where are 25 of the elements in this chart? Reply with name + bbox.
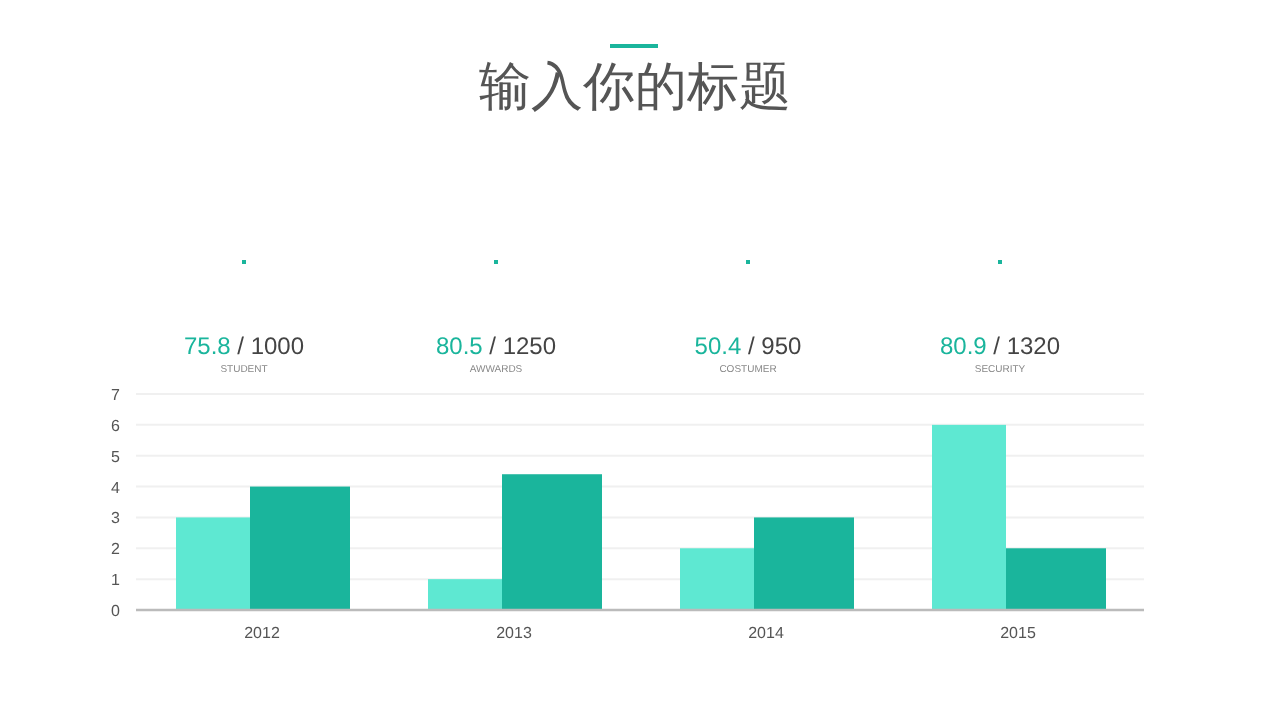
bar [754, 517, 854, 610]
y-tick-label: 0 [111, 602, 122, 620]
y-tick-label: 7 [111, 386, 122, 404]
y-tick-label: 5 [111, 447, 122, 466]
y-tick-label: 2 [111, 540, 122, 559]
bar [502, 474, 602, 610]
bar [680, 548, 754, 610]
bar [250, 486, 350, 610]
x-tick-label: 2014 [748, 624, 785, 642]
chart-title: 输入你的标题 [479, 56, 791, 116]
text: 50.4 / 950 [694, 332, 803, 360]
y-tick-label: 1 [111, 571, 122, 590]
bar [932, 424, 1006, 610]
text: 80.5 / 1250 [435, 332, 557, 360]
text: 75.8 / 1000 [183, 332, 305, 360]
bar [428, 579, 502, 610]
x-tick-label: 2013 [496, 624, 533, 642]
x-tick-label: 2015 [1000, 624, 1037, 642]
x-tick-label: 2012 [244, 624, 281, 642]
y-tick-label: 6 [111, 416, 122, 435]
y-tick-label: 4 [111, 478, 122, 497]
bar [176, 517, 250, 610]
y-tick-label: 3 [111, 509, 122, 528]
text: 80.9 / 1320 [939, 332, 1061, 360]
bar [1006, 548, 1106, 610]
